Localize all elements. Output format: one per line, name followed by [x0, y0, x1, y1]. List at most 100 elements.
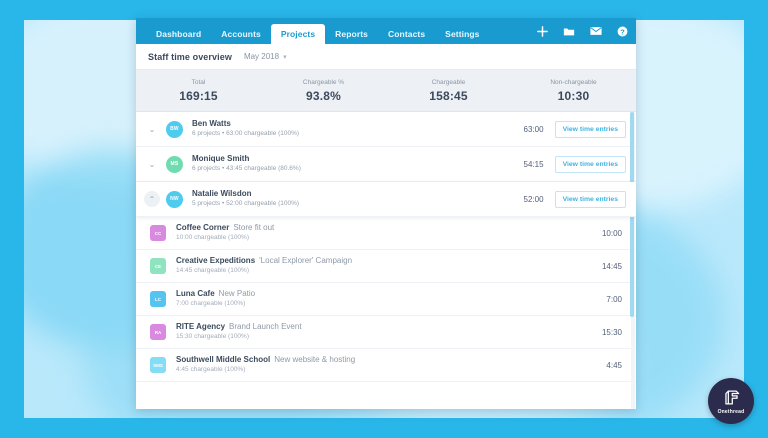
- tab-settings[interactable]: Settings: [445, 29, 480, 39]
- project-row[interactable]: CC Coffee Corner Store fit out 10:00 charge…: [136, 217, 636, 250]
- stat-label: Total: [191, 78, 206, 86]
- project-name: Brand Launch Event: [229, 322, 302, 332]
- staff-hours: 52:00: [523, 194, 544, 204]
- project-tile: CC: [150, 225, 166, 241]
- client-name: Creative Expeditions: [176, 256, 256, 266]
- staff-info: Monique Smith 6 projects • 43:45 chargeab…: [192, 154, 524, 174]
- project-info: Coffee Corner Store fit out 10:00 chargeab…: [176, 223, 602, 243]
- page-header: Staff time overview May 2018 ▾: [136, 44, 636, 70]
- chevron-down-icon[interactable]: ⌄: [148, 124, 156, 134]
- tab-projects[interactable]: Projects: [270, 24, 326, 44]
- period-selector[interactable]: May 2018: [243, 52, 280, 61]
- staff-hours: 63:00: [523, 124, 544, 134]
- onethread-logo-badge: Onethread: [708, 378, 754, 424]
- navbar-action-icons: ?: [537, 18, 628, 44]
- view-time-entries-button[interactable]: View time entries: [554, 190, 626, 208]
- project-summary: 14:45 chargeable (100%): [176, 267, 249, 275]
- chevron-down-icon[interactable]: ⌄: [148, 159, 156, 169]
- folder-icon[interactable]: [563, 26, 575, 37]
- stat-value: 10:30: [557, 88, 590, 103]
- logo-text: Onethread: [717, 408, 745, 415]
- client-name: Southwell Middle School: [176, 355, 271, 365]
- project-name: 'Local Explorer' Campaign: [259, 256, 353, 266]
- project-title-line: Coffee Corner Store fit out: [176, 223, 602, 233]
- client-name: Coffee Corner: [176, 223, 230, 233]
- stat-value: 158:45: [429, 88, 468, 103]
- staff-row[interactable]: ⌄ BW Ben Watts 6 projects • 63:00 chargeabl…: [136, 112, 636, 147]
- staff-name: Ben Watts: [192, 119, 231, 129]
- page-title: Staff time overview: [148, 51, 232, 62]
- project-hours: 10:00: [601, 228, 622, 238]
- staff-row[interactable]: ⌃ NW Natalie Wilsdon 5 projects • 52:00 cha…: [136, 182, 636, 217]
- avatar: NW: [166, 190, 183, 208]
- envelope-icon[interactable]: [590, 26, 602, 36]
- staff-info: Ben Watts 6 projects • 63:00 chargeable (…: [192, 119, 524, 139]
- stat-label: Non-chargeable: [550, 78, 597, 86]
- tab-reports[interactable]: Reports: [335, 29, 368, 39]
- stat-card: Total 169:15: [136, 70, 261, 111]
- project-title-line: Creative Expeditions 'Local Explorer' Cam…: [176, 256, 602, 266]
- project-row[interactable]: RA RITE Agency Brand Launch Event 15:30 cha…: [136, 316, 636, 349]
- staff-summary: 5 projects • 52:00 chargeable (100%): [192, 200, 300, 208]
- stat-card: Chargeable % 93.8%: [261, 70, 386, 111]
- tab-dashboard[interactable]: Dashboard: [156, 29, 202, 39]
- stat-card: Chargeable 158:45: [386, 70, 511, 111]
- main-navigation-bar: Dashboard Accounts Projects Reports Contacts…: [136, 18, 636, 44]
- project-summary: 10:00 chargeable (100%): [176, 234, 249, 242]
- project-tile: LC: [150, 291, 166, 307]
- svg-text:?: ?: [620, 27, 625, 36]
- project-row[interactable]: CE Creative Expeditions 'Local Explorer' C…: [136, 250, 636, 283]
- staff-info: Natalie Wilsdon 5 projects • 52:00 charge…: [192, 189, 524, 209]
- scrollbar-track[interactable]: [630, 112, 635, 409]
- staff-time-list: ⌄ BW Ben Watts 6 projects • 63:00 chargeabl…: [136, 112, 636, 409]
- client-name: Luna Cafe: [176, 289, 215, 299]
- project-row[interactable]: SMS Southwell Middle School New website & …: [136, 349, 636, 382]
- project-title-line: Southwell Middle School New website & hos…: [176, 355, 606, 365]
- stat-value: 93.8%: [305, 88, 342, 103]
- project-info: Creative Expeditions 'Local Explorer' Cam…: [176, 256, 602, 276]
- plus-icon[interactable]: [537, 25, 548, 37]
- project-hours: 4:45: [606, 360, 622, 370]
- stat-label: Chargeable: [431, 78, 466, 86]
- tab-accounts[interactable]: Accounts: [221, 29, 261, 39]
- staff-summary: 6 projects • 63:00 chargeable (100%): [192, 130, 300, 138]
- project-summary: 4:45 chargeable (100%): [176, 366, 246, 374]
- summary-stats-strip: Total 169:15 Chargeable % 93.8% Chargeable 15…: [136, 70, 636, 112]
- chevron-down-icon[interactable]: ▾: [283, 53, 287, 61]
- staff-name: Monique Smith: [192, 154, 250, 164]
- project-summary: 15:30 chargeable (100%): [176, 333, 249, 341]
- project-row[interactable]: LC Luna Cafe New Patio 7:00 chargeable (100…: [136, 283, 636, 316]
- project-tile: RA: [150, 324, 166, 340]
- project-hours: 7:00: [606, 294, 622, 304]
- client-name: RITE Agency: [176, 322, 226, 332]
- project-title-line: RITE Agency Brand Launch Event: [176, 322, 602, 332]
- stat-card: Non-chargeable 10:30: [511, 70, 636, 111]
- avatar: MS: [166, 155, 183, 173]
- project-name: New Patio: [218, 289, 256, 299]
- app-window: Dashboard Accounts Projects Reports Contacts…: [136, 18, 636, 409]
- staff-name: Natalie Wilsdon: [192, 189, 252, 199]
- project-name: Store fit out: [233, 223, 275, 233]
- chevron-up-icon[interactable]: ⌃: [144, 191, 160, 207]
- staff-row[interactable]: ⌄ MS Monique Smith 6 projects • 43:45 charg…: [136, 147, 636, 182]
- stat-value: 169:15: [179, 88, 218, 103]
- view-time-entries-button[interactable]: View time entries: [554, 120, 626, 138]
- staff-summary: 6 projects • 43:45 chargeable (80.6%): [192, 165, 301, 173]
- project-title-line: Luna Cafe New Patio: [176, 289, 606, 299]
- stat-label: Chargeable %: [302, 78, 345, 86]
- staff-hours: 54:15: [523, 159, 544, 169]
- tab-contacts[interactable]: Contacts: [388, 29, 426, 39]
- avatar: BW: [166, 120, 183, 138]
- project-hours: 14:45: [601, 261, 622, 271]
- project-info: Luna Cafe New Patio 7:00 chargeable (100%): [176, 289, 606, 309]
- project-summary: 7:00 chargeable (100%): [176, 300, 246, 308]
- project-info: RITE Agency Brand Launch Event 15:30 charg…: [176, 322, 602, 342]
- project-name: New website & hosting: [274, 355, 356, 365]
- project-hours: 15:30: [601, 327, 622, 337]
- project-tile: CE: [150, 258, 166, 274]
- project-tile: SMS: [150, 357, 166, 373]
- onethread-mark-icon: [724, 390, 739, 404]
- help-icon[interactable]: ?: [617, 26, 628, 37]
- project-info: Southwell Middle School New website & hos…: [176, 355, 606, 375]
- view-time-entries-button[interactable]: View time entries: [554, 155, 626, 173]
